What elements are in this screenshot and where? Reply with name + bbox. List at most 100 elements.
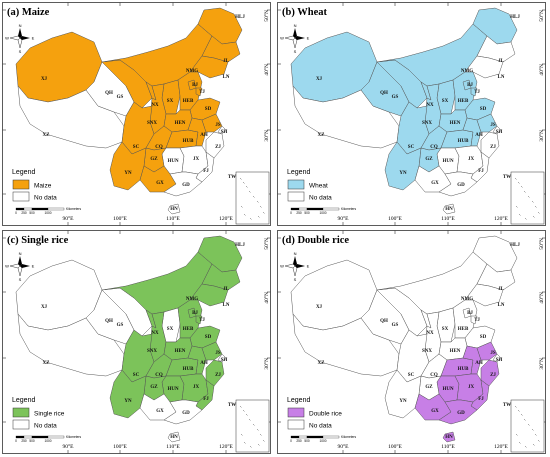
province-label-hun: HUN — [442, 387, 454, 392]
province-label-bj: BJ — [467, 83, 473, 88]
scale-bar-label: 0 — [290, 439, 292, 443]
province-label-hub: HUB — [458, 139, 470, 144]
province-label-hlj: HLJ — [510, 243, 520, 248]
north-arrow-icon: N S W E — [280, 251, 310, 282]
legend: Legend Double rice No data — [287, 397, 342, 430]
province-tj[interactable] — [470, 315, 478, 325]
province-label-jx: JX — [193, 157, 200, 162]
compass-label-s: S — [294, 277, 297, 282]
scale-bar-label: 500 — [29, 211, 35, 215]
province-hn[interactable] — [167, 203, 181, 215]
inset-island-dash — [240, 205, 243, 208]
province-gd[interactable] — [163, 171, 203, 197]
inset-island-dash — [240, 433, 243, 436]
province-yn[interactable] — [384, 141, 422, 191]
compass-label-e: E — [32, 264, 35, 269]
inset-island-dash — [517, 181, 520, 184]
legend-swatch-no-data — [287, 191, 305, 202]
inset-island-dash — [527, 195, 530, 198]
province-tj[interactable] — [195, 87, 203, 97]
province-label-jl: JL — [498, 59, 505, 64]
province-label-sd: SD — [205, 107, 212, 112]
province-label-ln: LN — [498, 75, 505, 80]
scale-bar-label: 500 — [304, 211, 310, 215]
scale-bar: 0 250 500 1000 Kilometers — [290, 207, 356, 215]
legend-label-crop: Double rice — [309, 411, 342, 418]
province-yn[interactable] — [384, 369, 422, 419]
panel-title: (a) Maize — [7, 7, 50, 18]
province-label-nmg: NMG — [461, 297, 473, 302]
province-tj[interactable] — [470, 87, 478, 97]
scale-bar-label: 0 — [290, 211, 292, 215]
province-label-fj: FJ — [478, 169, 484, 174]
inset-island-dash — [517, 409, 520, 412]
lat-tick-label: 40°N — [538, 292, 545, 304]
lon-tick-label: 120°E — [494, 443, 508, 450]
legend-swatch-no-data — [12, 191, 30, 202]
province-tj[interactable] — [195, 315, 203, 325]
scale-bar-segment — [15, 435, 25, 439]
scale-bar-label: 500 — [29, 439, 35, 443]
compass-east-needle — [20, 36, 30, 40]
scale-bar-segment — [31, 435, 49, 439]
scale-bar-segment — [306, 435, 324, 439]
province-label-xj: XJ — [41, 77, 48, 82]
scale-bar-segment — [290, 435, 300, 439]
province-yn[interactable] — [109, 369, 147, 419]
province-js[interactable] — [476, 341, 498, 361]
province-js[interactable] — [476, 113, 498, 133]
inset-island-dash — [514, 405, 517, 408]
province-label-cq: CQ — [430, 373, 438, 378]
inset-island-dash — [534, 433, 537, 436]
compass-label-e: E — [307, 264, 310, 269]
province-label-yn: YN — [124, 171, 132, 176]
province-label-bj: BJ — [192, 311, 198, 316]
province-gd[interactable] — [163, 399, 203, 425]
province-label-sc: SC — [133, 373, 140, 378]
scale-bar: 0 250 500 1000 Kilometers — [15, 207, 81, 215]
inset-island-dash — [245, 185, 248, 188]
province-hn[interactable] — [442, 431, 456, 443]
panel-double-rice: 90°E100°E110°E120°E50°N40°N30°N20°NXJXZQ… — [277, 230, 546, 454]
inset-island-dash — [537, 211, 540, 214]
province-label-sh: SH — [496, 130, 503, 135]
province-label-gx: GX — [431, 181, 439, 186]
inset-island-dash — [257, 215, 260, 218]
province-label-jl: JL — [223, 287, 230, 292]
province-label-jx: JX — [468, 385, 475, 390]
province-label-hn: HN — [445, 435, 453, 440]
lon-tick-label: 110°E — [441, 443, 455, 450]
province-js[interactable] — [201, 341, 223, 361]
inset-island-dash — [239, 405, 242, 408]
province-label-xj: XJ — [41, 305, 48, 310]
province-label-qh: QH — [380, 91, 388, 96]
scale-bar-segment — [31, 207, 49, 211]
scale-bar: 0 250 500 1000 Kilometers — [290, 435, 356, 443]
inset-frame — [510, 399, 545, 453]
province-yn[interactable] — [109, 141, 147, 191]
inset-island-dash — [242, 409, 245, 412]
compass-label-n: N — [294, 251, 297, 256]
province-label-hn: HN — [170, 435, 178, 440]
province-label-ln: LN — [223, 303, 230, 308]
inset-island-dash — [523, 190, 526, 193]
scale-bar-label: 0 — [15, 211, 17, 215]
province-gd[interactable] — [438, 399, 478, 425]
panel-maize: 90°E100°E110°E120°E50°N40°N30°N20°NXJXZQ… — [2, 2, 271, 226]
inset-island-dash — [524, 217, 527, 220]
province-label-hlj: HLJ — [235, 15, 245, 20]
province-label-hen: HEN — [175, 349, 186, 354]
province-js[interactable] — [201, 113, 223, 133]
scale-bar-label: 250 — [21, 439, 27, 443]
province-label-jx: JX — [193, 385, 200, 390]
province-hn[interactable] — [442, 203, 456, 215]
north-arrow-icon: N S W E — [280, 23, 310, 54]
scale-bar-label: 250 — [296, 211, 302, 215]
province-hn[interactable] — [167, 431, 181, 443]
compass-north-needle — [18, 28, 22, 38]
inset-frame — [510, 171, 545, 225]
province-label-sh: SH — [221, 358, 228, 363]
scale-bar-label: 500 — [304, 439, 310, 443]
province-gd[interactable] — [438, 171, 478, 197]
